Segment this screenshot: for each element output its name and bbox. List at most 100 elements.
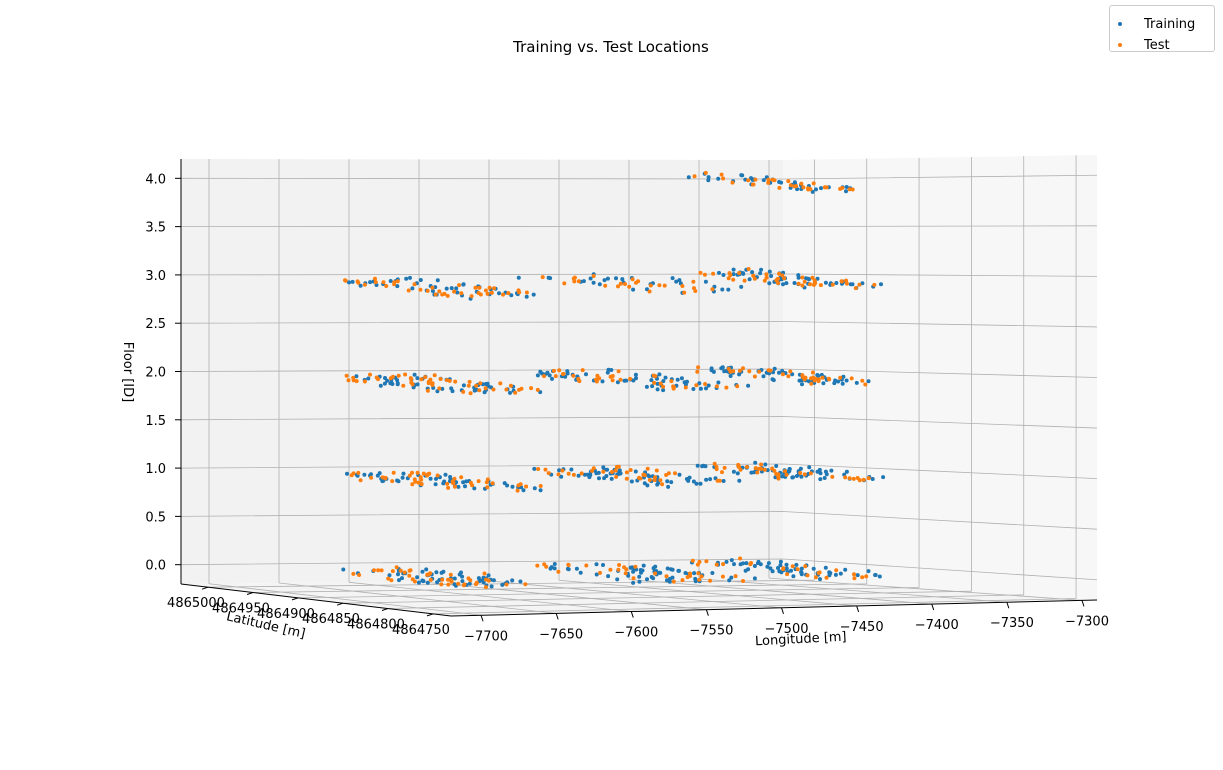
data-point (767, 281, 772, 286)
data-point (844, 278, 849, 283)
data-point (376, 568, 381, 573)
x-tick-label: −7500 (765, 622, 809, 637)
data-point (594, 562, 599, 567)
data-point (800, 275, 805, 280)
data-point (435, 278, 440, 283)
data-point (637, 574, 642, 579)
data-point (497, 291, 501, 296)
data-point (788, 183, 793, 188)
data-point (749, 561, 754, 565)
data-point (645, 287, 649, 292)
data-point (633, 372, 638, 377)
data-point (392, 282, 397, 287)
data-point (418, 278, 423, 282)
grid-line-z (180, 416, 1098, 429)
data-point (437, 289, 442, 294)
data-point (651, 373, 656, 378)
data-point (478, 292, 483, 297)
data-point (629, 479, 634, 484)
data-point (440, 577, 445, 582)
data-point (444, 286, 449, 291)
data-point (439, 582, 444, 587)
data-point (703, 382, 708, 386)
data-point (732, 562, 736, 567)
data-point (489, 290, 494, 295)
data-point (446, 485, 451, 490)
data-point (838, 375, 843, 380)
data-point (647, 478, 652, 482)
data-point (425, 288, 430, 293)
data-point (591, 274, 596, 278)
z-tick-label: 1.5 (145, 414, 166, 429)
data-point (840, 381, 845, 386)
data-point (578, 570, 583, 575)
data-point (346, 378, 351, 383)
data-point (627, 284, 632, 289)
data-point (777, 370, 781, 375)
data-point (866, 476, 871, 481)
data-point (543, 467, 548, 472)
data-point (657, 372, 662, 377)
data-point (724, 385, 729, 390)
data-point (851, 476, 856, 481)
data-point (460, 579, 465, 584)
data-point (461, 383, 466, 388)
data-point (768, 566, 773, 571)
data-point (524, 290, 529, 295)
data-point (749, 470, 754, 475)
data-point (389, 578, 394, 583)
data-point (407, 568, 412, 573)
data-point (490, 481, 495, 486)
x-tick-label: −7550 (689, 624, 733, 639)
data-point (538, 484, 543, 488)
data-point (677, 472, 682, 477)
data-point (686, 478, 691, 483)
y-tick-label: 4864900 (257, 607, 315, 622)
data-point (802, 279, 807, 284)
tick-labels: −7700 −7650 −7600 −7550 −7500 −7450 −7400 −7350… (145, 172, 1109, 644)
data-point (345, 471, 349, 476)
data-point (839, 279, 844, 284)
data-point (651, 566, 656, 571)
data-point (696, 571, 701, 576)
data-point (697, 381, 702, 386)
data-point (844, 469, 849, 474)
data-point (789, 568, 793, 573)
x-tick-mark (705, 609, 709, 616)
data-point (872, 282, 877, 287)
data-point (834, 568, 839, 573)
grid-line-y-floor (207, 579, 815, 588)
data-point (877, 574, 882, 579)
data-point (617, 563, 622, 567)
data-point (428, 571, 433, 576)
data-point (770, 177, 775, 182)
data-point (594, 471, 599, 476)
data-point (834, 281, 839, 285)
data-point (419, 377, 424, 382)
data-point (665, 578, 669, 583)
data-point (383, 476, 388, 481)
data-point (735, 384, 740, 389)
data-point (698, 386, 703, 391)
data-point (746, 178, 751, 183)
data-point (691, 387, 696, 391)
data-point (461, 389, 466, 394)
data-point (605, 276, 610, 281)
data-point (737, 372, 742, 377)
z-tick-label: 0.0 (145, 559, 166, 574)
data-point (472, 486, 477, 491)
data-point (863, 382, 868, 387)
data-point (478, 381, 483, 386)
data-point (469, 294, 474, 299)
z-axis-label: Floor [ID] (120, 342, 135, 402)
data-point (741, 579, 745, 583)
back-pane-right (783, 155, 1097, 600)
legend-label-training: Training (1144, 16, 1196, 32)
data-point (366, 376, 371, 381)
data-point (628, 468, 633, 472)
data-point (476, 576, 481, 581)
data-point (781, 282, 785, 287)
data-point (571, 472, 576, 477)
data-point (780, 369, 785, 373)
data-point (721, 479, 726, 483)
